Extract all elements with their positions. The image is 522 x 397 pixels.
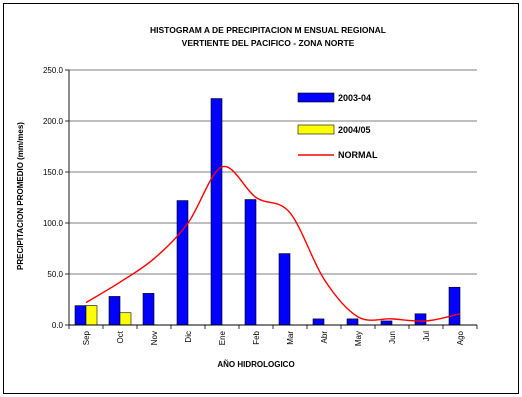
bar-2004-05-Oct: [119, 312, 132, 326]
axes: [65, 69, 478, 329]
bar-2003-04-May: [346, 318, 359, 326]
chart-frame: [3, 3, 519, 394]
x-category-label: Jul: [422, 331, 431, 341]
legend-label-2003-04: 2003-04: [338, 93, 371, 103]
x-category-label: Jun: [388, 331, 397, 344]
x-category-label: Mar: [286, 331, 295, 345]
bar-2003-04-Ene: [210, 98, 223, 326]
x-axis-title: AÑO HIDROLOGICO: [217, 360, 294, 369]
legend-swatch-2004-05: [297, 124, 335, 135]
x-category-label: Ago: [456, 330, 465, 345]
x-category-label: Abr: [320, 331, 329, 344]
bar-2003-04-Feb: [244, 199, 257, 326]
bar-2003-04-Nov: [142, 293, 155, 326]
bar-2003-04-Jul: [414, 313, 427, 326]
normal-line: [85, 165, 461, 322]
chart-subtitle: VERTIENTE DEL PACIFICO - ZONA NORTE: [182, 38, 355, 48]
x-category-labels: Sep Oct Nov Dic Ene Feb Mar Abr May Jun Jul Ago: [82, 330, 465, 346]
y-axis-title: PRECIPITACION PROMEDIO (mm/mes): [16, 122, 25, 270]
x-category-label: Sep: [82, 330, 91, 345]
legend-swatch-2003-04: [297, 92, 335, 103]
y-tick-label: 0.0: [52, 321, 64, 330]
bar-2003-04-Oct: [108, 296, 121, 326]
bar-2003-04-Abr: [312, 318, 325, 326]
bar-2003-04-Ago: [448, 286, 461, 326]
y-tick-label: 250.0: [43, 66, 64, 75]
x-category-label: Oct: [116, 330, 125, 343]
bars: [74, 98, 461, 326]
x-category-label: Dic: [184, 331, 193, 343]
chart-title: HISTOGRAM A DE PRECIPITACION M ENSUAL RE…: [150, 25, 386, 35]
y-tick-label: 150.0: [43, 168, 64, 177]
legend-label-normal: NORMAL: [338, 150, 378, 160]
y-tick-labels: 0.0 50.0 100.0 150.0 200.0 250.0: [43, 66, 64, 330]
y-tick-label: 100.0: [43, 219, 64, 228]
legend-label-2004-05: 2004/05: [338, 125, 371, 135]
x-category-label: Feb: [252, 330, 261, 344]
bar-2004-05-Sep: [85, 305, 98, 326]
x-category-label: May: [354, 331, 363, 346]
x-category-label: Ene: [218, 330, 227, 345]
x-category-label: Nov: [150, 331, 159, 345]
bar-2003-04-Sep: [74, 305, 87, 326]
bar-2003-04-Dic: [176, 200, 189, 326]
bar-2003-04-Jun: [380, 320, 393, 326]
y-tick-label: 200.0: [43, 117, 64, 126]
y-tick-label: 50.0: [47, 270, 63, 279]
grid: [69, 69, 477, 275]
legend: 2003-04 2004/05 NORMAL: [297, 92, 378, 160]
bar-2003-04-Mar: [278, 253, 291, 326]
